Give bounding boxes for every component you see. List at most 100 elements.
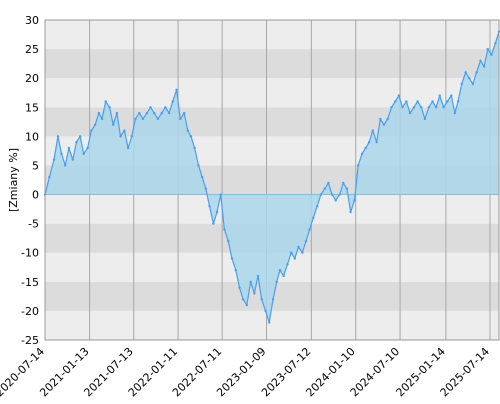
data-point bbox=[67, 146, 71, 150]
data-point bbox=[427, 106, 431, 109]
area-fill bbox=[45, 31, 499, 323]
y-tick-label: 30 bbox=[25, 14, 39, 27]
data-point bbox=[256, 274, 260, 278]
data-point bbox=[253, 292, 256, 295]
y-tick-label: -25 bbox=[21, 334, 39, 347]
data-point bbox=[271, 298, 275, 301]
data-point bbox=[446, 100, 449, 103]
y-tick-label: 20 bbox=[25, 72, 39, 85]
data-point bbox=[241, 298, 245, 301]
data-point bbox=[141, 117, 145, 121]
data-point bbox=[308, 228, 311, 231]
data-point bbox=[330, 193, 334, 196]
data-point bbox=[420, 106, 423, 109]
data-point bbox=[293, 257, 296, 260]
data-point bbox=[56, 135, 60, 138]
data-point bbox=[401, 106, 404, 109]
data-point bbox=[171, 100, 174, 103]
data-point bbox=[260, 298, 263, 301]
data-point bbox=[289, 251, 293, 254]
data-point bbox=[149, 106, 152, 109]
data-point bbox=[450, 94, 453, 97]
grid-band bbox=[45, 20, 499, 50]
data-point bbox=[356, 164, 360, 167]
data-point bbox=[130, 135, 133, 138]
y-tick-label: -20 bbox=[21, 305, 39, 318]
data-point bbox=[438, 94, 441, 97]
data-point bbox=[312, 216, 315, 220]
data-point bbox=[212, 222, 215, 225]
data-point bbox=[160, 111, 163, 115]
data-point bbox=[126, 146, 130, 150]
data-point bbox=[48, 175, 51, 179]
y-tick-label: -5 bbox=[28, 218, 39, 231]
data-point bbox=[104, 100, 107, 103]
data-point bbox=[71, 158, 74, 161]
data-point bbox=[134, 117, 137, 121]
data-point bbox=[286, 263, 289, 266]
data-point bbox=[301, 251, 304, 254]
data-point bbox=[408, 111, 412, 115]
data-point bbox=[382, 123, 386, 126]
data-point bbox=[197, 164, 200, 167]
data-point bbox=[175, 88, 178, 92]
data-point bbox=[223, 228, 226, 231]
data-point bbox=[278, 268, 282, 272]
data-point bbox=[82, 152, 85, 156]
data-point bbox=[494, 42, 497, 45]
data-point bbox=[238, 286, 241, 289]
y-tick-label: -15 bbox=[21, 276, 39, 289]
data-point bbox=[367, 140, 371, 144]
data-point bbox=[94, 123, 97, 126]
data-point bbox=[353, 199, 356, 202]
data-point bbox=[393, 100, 397, 103]
data-point bbox=[456, 100, 460, 103]
data-point bbox=[349, 210, 352, 214]
data-point bbox=[64, 164, 67, 167]
data-point bbox=[193, 146, 196, 150]
data-point bbox=[138, 111, 141, 115]
data-point bbox=[371, 129, 374, 132]
data-point bbox=[115, 111, 119, 115]
data-point bbox=[338, 193, 341, 196]
data-point bbox=[416, 100, 419, 103]
data-point bbox=[245, 303, 248, 307]
data-point bbox=[375, 140, 378, 144]
data-point bbox=[167, 111, 171, 115]
data-point bbox=[119, 135, 122, 138]
data-point bbox=[316, 204, 319, 208]
data-point bbox=[386, 117, 389, 121]
data-point bbox=[453, 111, 457, 115]
data-point bbox=[405, 100, 408, 103]
data-point bbox=[327, 181, 330, 185]
data-point bbox=[219, 193, 222, 196]
data-point bbox=[152, 111, 156, 115]
data-point bbox=[182, 111, 186, 115]
data-point bbox=[234, 268, 238, 272]
data-point bbox=[164, 106, 167, 109]
data-point bbox=[186, 129, 190, 132]
data-point bbox=[123, 129, 126, 132]
data-point bbox=[397, 94, 401, 97]
data-point bbox=[490, 53, 493, 57]
data-point bbox=[90, 129, 93, 132]
plot-frame bbox=[44, 19, 500, 341]
data-point bbox=[319, 193, 323, 196]
data-point bbox=[434, 106, 438, 109]
data-point bbox=[323, 187, 326, 190]
data-point bbox=[189, 135, 193, 138]
data-point bbox=[267, 321, 271, 324]
data-point bbox=[482, 65, 486, 68]
data-point bbox=[75, 140, 78, 144]
data-point bbox=[345, 187, 349, 190]
y-tick-label: -10 bbox=[21, 247, 39, 260]
data-point bbox=[179, 117, 182, 121]
data-point bbox=[412, 106, 416, 109]
data-point bbox=[297, 245, 300, 249]
data-point bbox=[390, 106, 393, 109]
data-point bbox=[475, 71, 478, 74]
data-point bbox=[334, 199, 337, 202]
data-point bbox=[471, 82, 475, 86]
data-point bbox=[431, 100, 434, 103]
